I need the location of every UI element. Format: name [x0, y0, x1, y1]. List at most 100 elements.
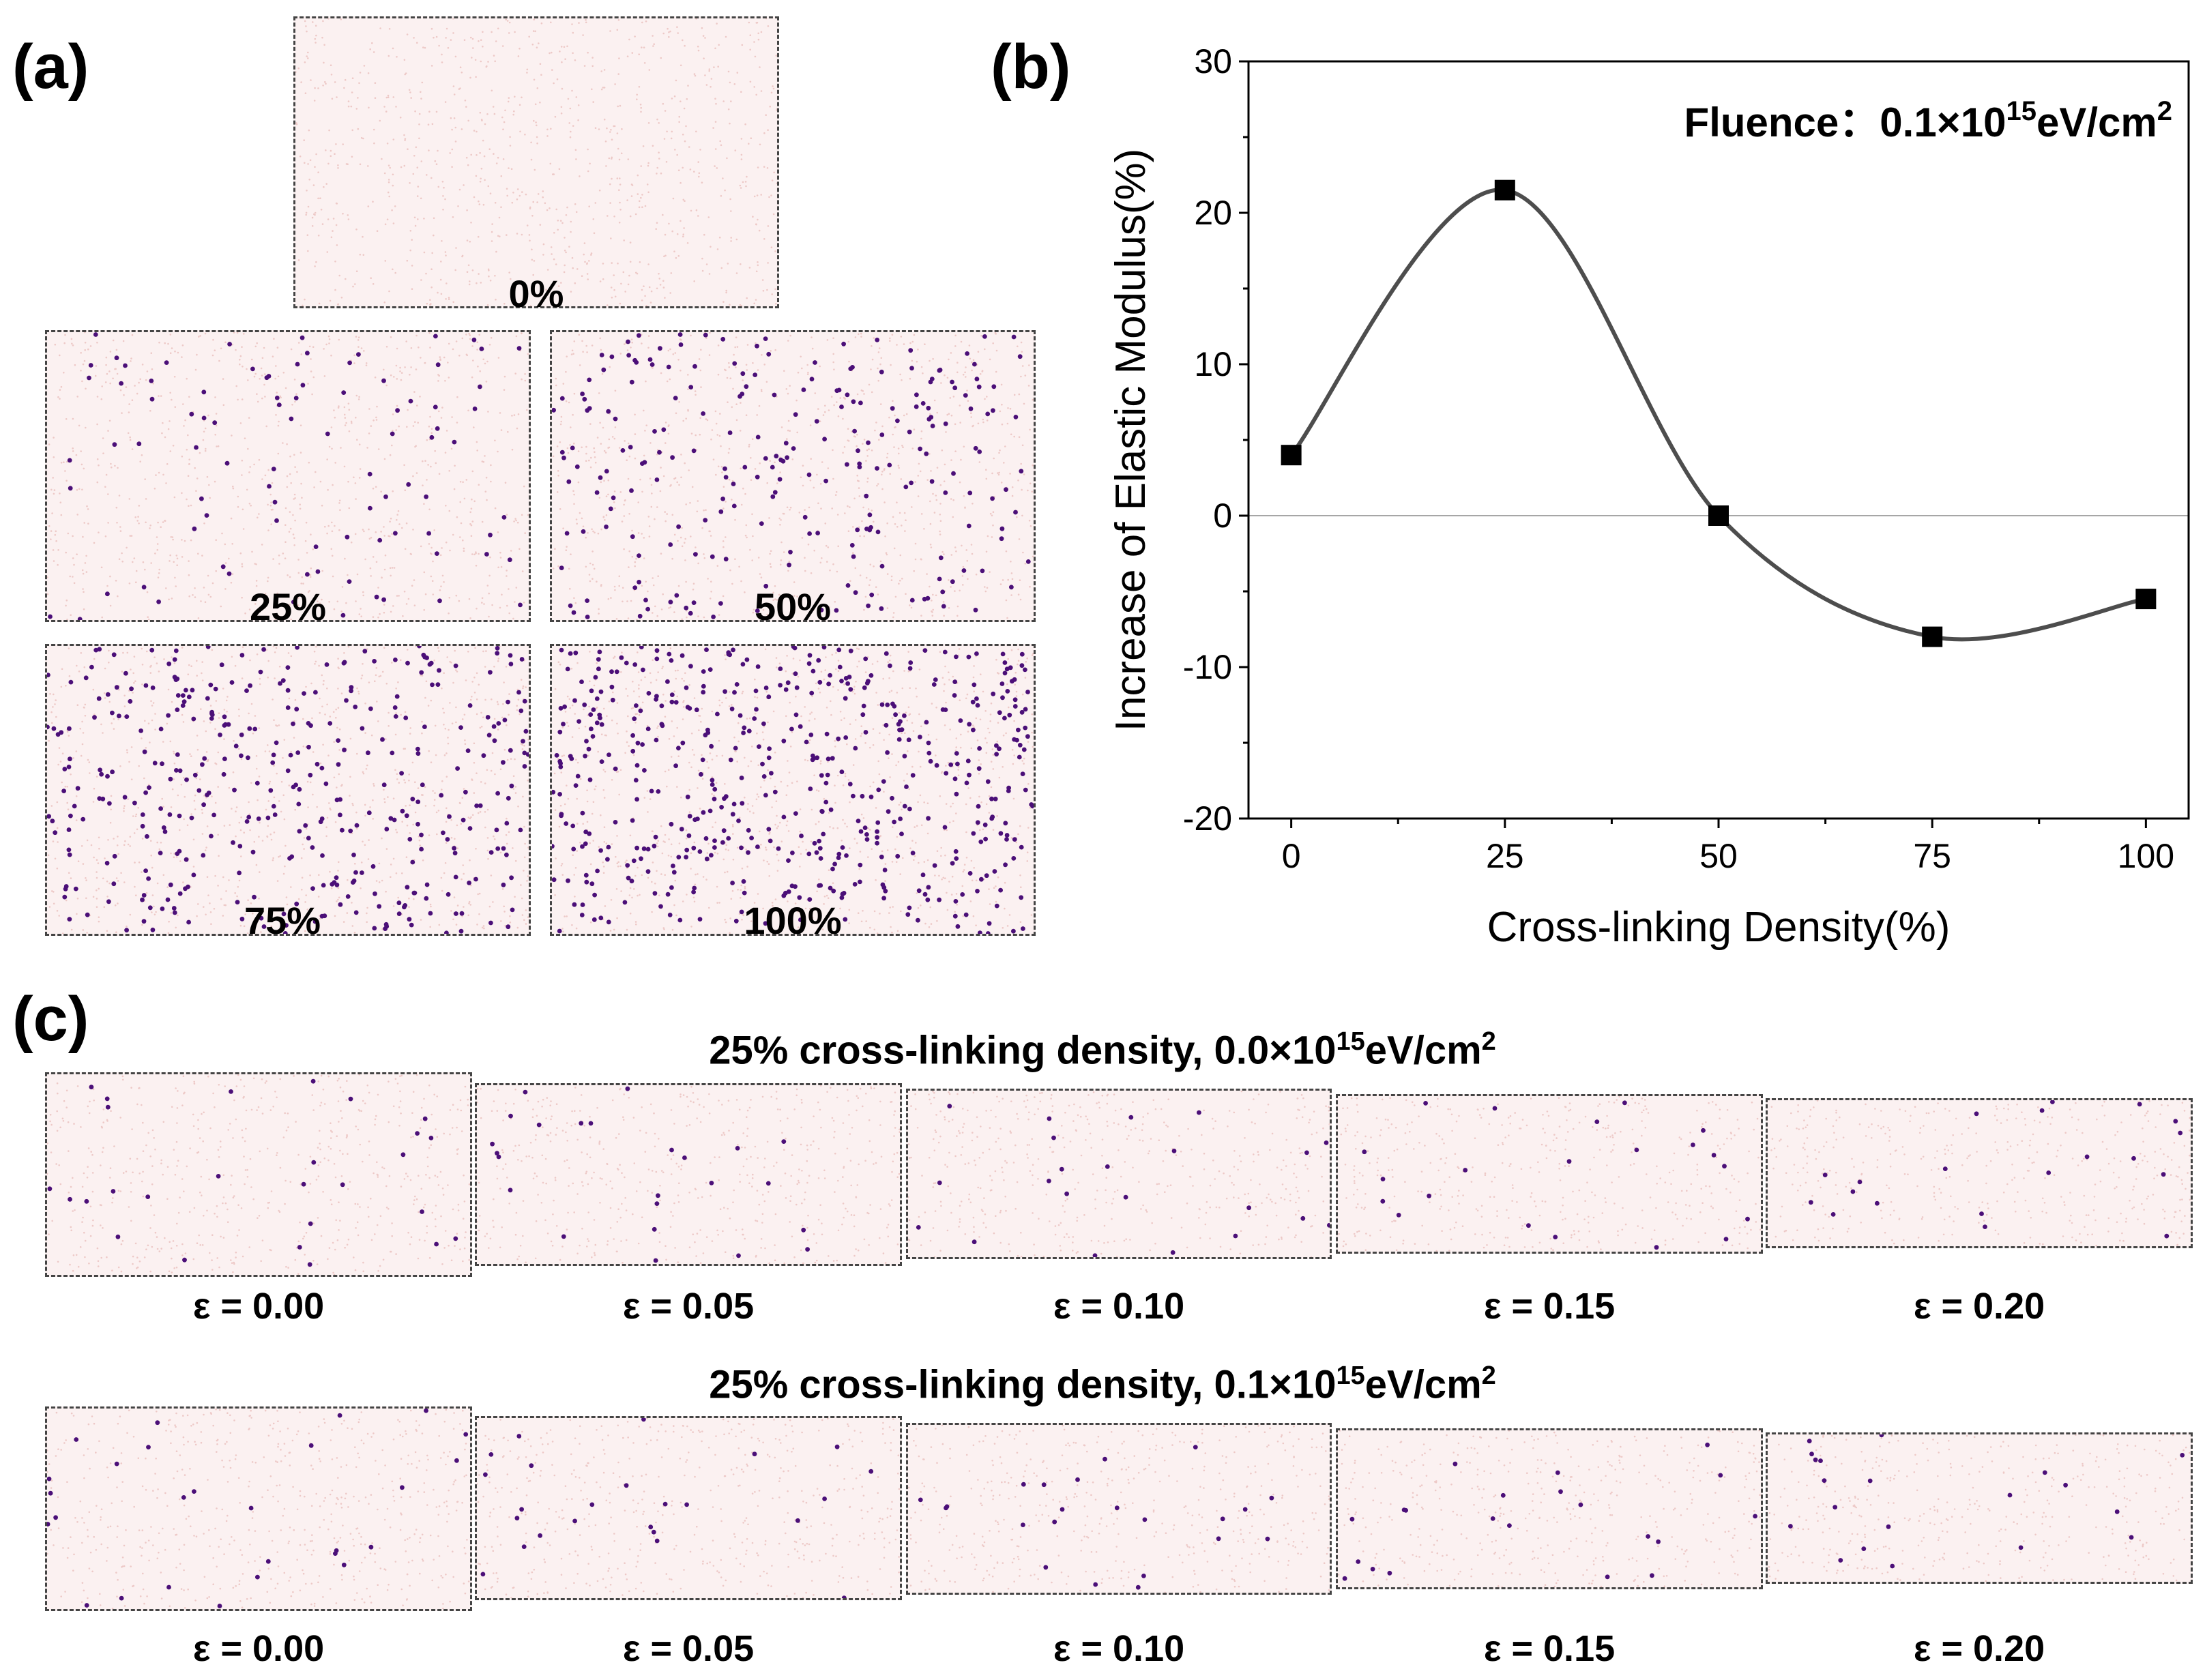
atom-background: [1338, 1430, 1761, 1587]
atom-background: [553, 647, 1034, 934]
y-axis-label: Increase of Elastic Modulus(%): [1107, 149, 1154, 732]
crosslink-sites: [48, 332, 523, 620]
row1-snapshot-2: [475, 1083, 902, 1266]
panel-c-label: (c): [12, 984, 89, 1054]
row2-snapshot-4-atoms: [1338, 1430, 1761, 1587]
data-point-25: [1494, 179, 1515, 201]
row2-snapshot-1: [45, 1406, 472, 1611]
row1-strain-5: ε = 0.20: [1913, 1286, 2045, 1327]
row1-snapshot-4: [1336, 1094, 1763, 1254]
atom-background: [295, 18, 777, 306]
row1-strain-4: ε = 0.15: [1483, 1286, 1616, 1327]
atom-background: [47, 1074, 470, 1275]
snapshot-50pct-atoms: [552, 332, 1034, 620]
atom-background: [1770, 1100, 2191, 1246]
crosslink-sites: [47, 646, 529, 934]
plot-frame: [1247, 60, 2190, 820]
row1-snapshot-4-atoms: [1338, 1096, 1761, 1252]
snapshot-0pct-atoms: [295, 18, 777, 306]
row2-snapshot-3-atoms: [908, 1425, 1330, 1593]
row2-title-text: 25% cross-linking density, 0.1×10: [709, 1362, 1337, 1407]
row2-snapshot-5: [1766, 1432, 2193, 1584]
row2-snapshot-2: [475, 1416, 902, 1600]
snapshot-label-75pct: 75%: [244, 899, 321, 942]
row1-snapshot-5-atoms: [1770, 1100, 2191, 1246]
row2-snapshot-3: [906, 1423, 1332, 1595]
row2-strain-3: ε = 0.10: [1053, 1628, 1185, 1669]
atom-background: [1768, 1434, 2191, 1582]
snapshot-label-50pct: 50%: [754, 585, 832, 628]
y-tick-label: 20: [1194, 194, 1232, 232]
crosslink-sites: [918, 1445, 1274, 1590]
atom-background: [47, 332, 529, 620]
x-tick-label: 50: [1699, 837, 1738, 875]
atom-background: [477, 1418, 900, 1598]
row1-title-unit-exponent: 2: [1481, 1027, 1496, 1056]
snapshot-50pct: [550, 330, 1036, 622]
snapshot-0pct: [293, 16, 779, 308]
row2-strain-4: ε = 0.15: [1483, 1628, 1616, 1669]
row1-title-text: 25% cross-linking density, 0.0×10: [709, 1028, 1337, 1073]
row2-title-unit: eV/cm: [1364, 1362, 1482, 1407]
y-tick-label: 30: [1194, 42, 1232, 80]
crosslink-sites: [552, 332, 1031, 619]
row1-snapshot-1-atoms: [47, 1074, 470, 1275]
row1-strain-1: ε = 0.00: [192, 1286, 325, 1327]
snapshot-label-25pct: 25%: [249, 585, 327, 628]
snapshot-100pct-atoms: [552, 646, 1034, 934]
atom-background: [552, 332, 1034, 620]
row2-strain-1: ε = 0.00: [192, 1628, 325, 1669]
row1-strain-3: ε = 0.10: [1053, 1286, 1185, 1327]
row1-title-exponent: 15: [1336, 1027, 1365, 1056]
row2-snapshot-5-atoms: [1768, 1434, 2191, 1582]
row1-strain-2: ε = 0.05: [622, 1286, 755, 1327]
snapshot-100pct: [550, 644, 1036, 936]
x-axis-label: Cross-linking Density(%): [1487, 904, 1951, 951]
snapshot-label-100pct: 100%: [744, 899, 842, 942]
row2-title-unit-exponent: 2: [1481, 1361, 1496, 1390]
row2-strain-5: ε = 0.20: [1913, 1628, 2045, 1669]
atom-background: [477, 1085, 900, 1264]
row1-snapshot-3: [906, 1089, 1332, 1259]
crosslink-sites: [1788, 1434, 2185, 1569]
data-point-0: [1281, 445, 1302, 466]
row2-snapshot-4: [1336, 1428, 1763, 1589]
row1-title-unit: eV/cm: [1364, 1028, 1482, 1073]
snapshot-25pct: [45, 330, 531, 622]
x-tick-label: 25: [1486, 837, 1524, 875]
atom-background: [908, 1091, 1330, 1257]
data-point-50: [1708, 505, 1729, 526]
atom-background: [1338, 1096, 1761, 1252]
row2-title: 25% cross-linking density, 0.1×1015eV/cm…: [0, 1363, 2205, 1404]
atom-background: [47, 1409, 470, 1609]
y-tick-label: 10: [1194, 345, 1232, 383]
snapshot-25pct-atoms: [47, 332, 529, 620]
crosslink-sites: [552, 646, 1034, 934]
snapshot-75pct-atoms: [47, 646, 529, 934]
crosslink-sites: [1342, 1442, 1757, 1581]
crosslink-sites: [490, 1086, 810, 1263]
row2-snapshot-2-atoms: [477, 1418, 900, 1598]
crosslink-sites: [480, 1418, 874, 1598]
crosslink-sites: [1808, 1100, 2183, 1239]
data-point-75: [1922, 626, 1943, 647]
crosslink-sites: [1362, 1100, 1750, 1250]
x-tick-label: 0: [1282, 837, 1301, 875]
snapshot-75pct: [45, 644, 531, 936]
row1-title: 25% cross-linking density, 0.0×1015eV/cm…: [0, 1029, 2205, 1070]
series-line: [1289, 188, 2146, 642]
panel-b-label: (b): [991, 32, 1071, 102]
fluence-annotation: Fluence：0.1×1015eV/cm2: [1684, 96, 2172, 145]
row1-snapshot-5: [1766, 1098, 2193, 1248]
row1-snapshot-1: [45, 1072, 472, 1277]
row2-snapshot-1-atoms: [47, 1409, 470, 1609]
x-tick-label: 75: [1913, 837, 1951, 875]
row1-snapshot-2-atoms: [477, 1085, 900, 1264]
crosslink-sites: [47, 1409, 469, 1608]
y-tick-label: 0: [1213, 497, 1232, 535]
y-tick-label: -20: [1183, 799, 1232, 838]
panel-a-label: (a): [12, 32, 89, 102]
crosslink-sites: [916, 1104, 1330, 1257]
crosslink-sites: [47, 1078, 458, 1267]
row2-title-exponent: 15: [1336, 1361, 1365, 1390]
